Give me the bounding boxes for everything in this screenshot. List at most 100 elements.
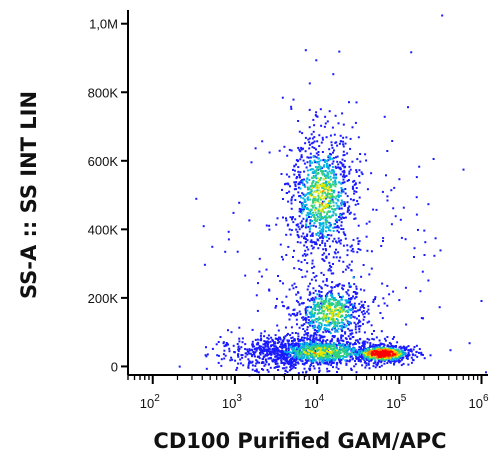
event-dot	[316, 161, 319, 163]
event-dot	[358, 169, 361, 172]
event-dot	[291, 364, 294, 367]
event-dot	[291, 313, 294, 315]
event-dot	[292, 347, 295, 350]
event-dot	[346, 244, 349, 247]
event-dot	[340, 337, 343, 340]
event-dot	[329, 264, 331, 267]
event-dot	[295, 299, 298, 302]
event-dot	[349, 147, 352, 150]
x-tick-label: 103	[222, 393, 242, 411]
event-dot	[317, 177, 320, 180]
event-dot	[326, 339, 329, 341]
event-dot	[277, 339, 280, 342]
event-dot	[315, 274, 318, 277]
event-dot	[251, 328, 254, 331]
event-dot	[349, 337, 352, 340]
event-dot	[349, 300, 351, 303]
event-dot	[236, 366, 239, 369]
event-dot	[381, 282, 384, 285]
event-dot	[264, 345, 267, 348]
event-dot	[311, 266, 314, 269]
event-dot	[285, 182, 287, 185]
event-dot	[311, 232, 314, 235]
event-dot	[289, 365, 292, 368]
event-dot	[293, 338, 296, 341]
event-dot	[303, 333, 306, 336]
event-dot	[288, 190, 291, 193]
event-dot	[313, 298, 316, 301]
event-dot	[322, 302, 325, 305]
event-dot	[363, 345, 366, 348]
event-dot	[244, 348, 247, 351]
event-dot	[321, 216, 324, 219]
event-dot	[327, 316, 330, 319]
event-dot	[341, 329, 343, 332]
event-dot	[302, 217, 305, 220]
event-dot	[347, 299, 350, 302]
event-dot	[340, 321, 343, 324]
event-dot	[306, 233, 309, 236]
event-dot	[309, 234, 312, 237]
event-dot	[330, 293, 333, 296]
event-dot	[351, 126, 354, 129]
event-dot	[334, 185, 337, 188]
event-dot	[294, 353, 297, 356]
event-dot	[275, 349, 278, 352]
event-dot	[394, 357, 397, 360]
event-dot	[372, 338, 375, 341]
event-dot	[268, 353, 271, 355]
event-dot	[306, 288, 309, 291]
event-dot	[274, 345, 277, 348]
event-dot	[321, 234, 324, 237]
event-dot	[321, 344, 324, 347]
event-dot	[302, 209, 305, 212]
event-dot	[206, 353, 209, 356]
event-dot	[282, 340, 285, 343]
event-dot	[314, 161, 317, 164]
event-dot	[416, 355, 419, 358]
event-dot	[357, 348, 360, 351]
event-dot	[338, 359, 341, 362]
event-dot	[296, 313, 299, 316]
event-dot	[325, 330, 328, 333]
event-dot	[223, 345, 226, 348]
event-dot	[302, 183, 305, 186]
event-dot	[390, 223, 393, 226]
event-dot	[279, 280, 282, 282]
event-dot	[347, 353, 350, 356]
event-dot	[318, 209, 321, 212]
event-dot	[291, 357, 294, 359]
event-dot	[307, 208, 310, 211]
event-dot	[346, 152, 349, 155]
event-dot	[319, 326, 322, 329]
event-dot	[322, 230, 325, 232]
event-dot	[375, 336, 378, 339]
event-dot	[311, 234, 314, 237]
event-dot	[328, 344, 331, 347]
event-dot	[330, 321, 333, 324]
event-dot	[338, 282, 341, 285]
event-dot	[407, 352, 410, 355]
event-dot	[301, 208, 304, 211]
event-dot	[335, 241, 338, 244]
event-dot	[318, 201, 321, 204]
event-dot	[211, 347, 214, 350]
event-dot	[337, 354, 340, 357]
event-dot	[375, 356, 378, 359]
event-dot	[351, 305, 354, 308]
event-dot	[333, 344, 336, 347]
event-dot	[313, 159, 316, 162]
event-dot	[284, 345, 287, 348]
event-dot	[329, 215, 332, 218]
event-dot	[287, 245, 290, 248]
event-dot	[312, 224, 315, 227]
event-dot	[251, 345, 254, 348]
event-dot	[366, 350, 369, 353]
event-dot	[337, 163, 340, 166]
event-dot	[342, 136, 345, 139]
event-dot	[404, 286, 407, 289]
event-dot	[312, 336, 315, 339]
event-dot	[306, 161, 309, 164]
event-dot	[359, 153, 362, 155]
event-dot	[319, 108, 322, 111]
